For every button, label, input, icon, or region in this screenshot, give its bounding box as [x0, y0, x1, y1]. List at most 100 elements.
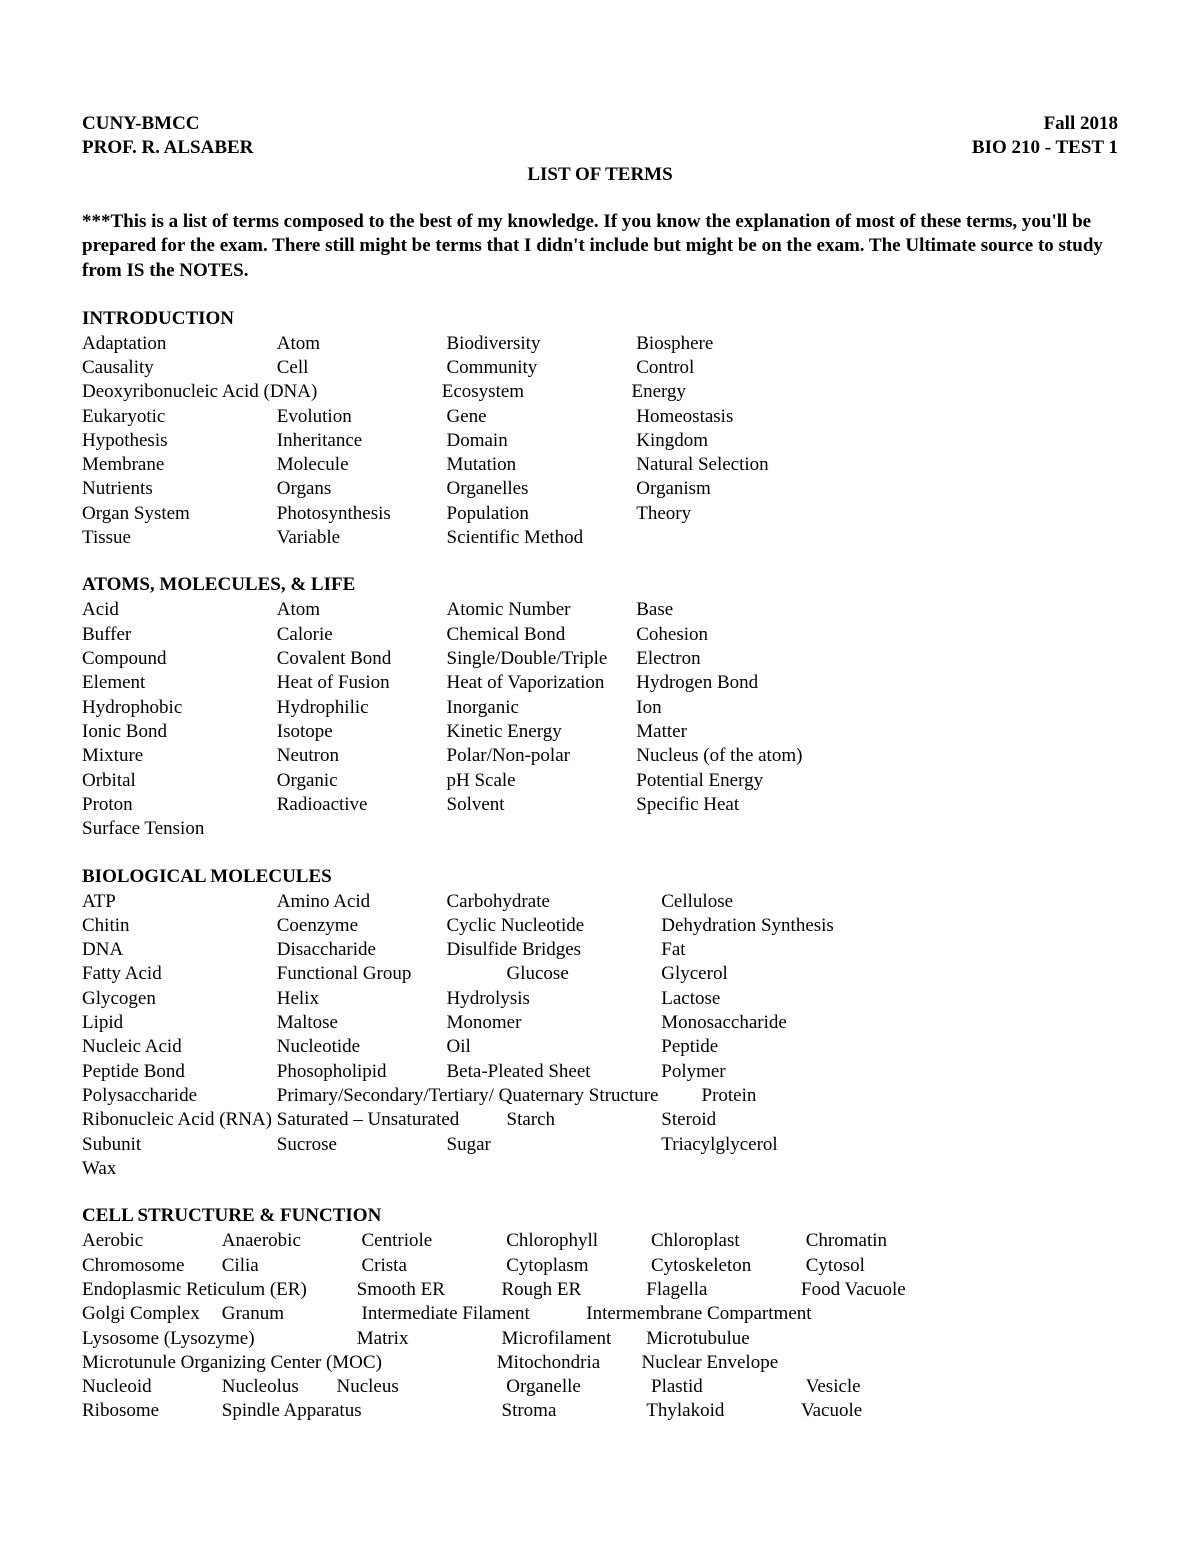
term: Organelles	[447, 477, 632, 501]
term: Chloroplast	[651, 1229, 801, 1253]
term: Matrix	[357, 1327, 497, 1351]
term: Compound	[82, 647, 272, 671]
term: Monomer	[447, 1011, 657, 1035]
term: Ribosome	[82, 1399, 217, 1423]
term: Maltose	[277, 1011, 442, 1035]
term: Gene	[447, 405, 632, 429]
term: Inorganic	[447, 696, 632, 720]
term: Carbohydrate	[447, 890, 657, 914]
term: Solvent	[447, 793, 632, 817]
term: Dehydration Synthesis	[661, 914, 834, 938]
term: Glycogen	[82, 987, 272, 1011]
term: Disaccharide	[277, 938, 442, 962]
term: Aerobic	[82, 1229, 217, 1253]
term: Starch	[507, 1108, 657, 1132]
term: Adaptation	[82, 332, 272, 356]
term: Cellulose	[661, 890, 733, 914]
term: Domain	[447, 429, 632, 453]
term: Element	[82, 671, 272, 695]
term: Phosopholipid	[277, 1060, 442, 1084]
term: Intermembrane Compartment	[586, 1302, 811, 1326]
term: Hypothesis	[82, 429, 272, 453]
term: Single/Double/Triple	[447, 647, 632, 671]
term: Polymer	[661, 1060, 725, 1084]
term: Protein	[702, 1084, 757, 1108]
term: Orbital	[82, 769, 272, 793]
term: Natural Selection	[636, 453, 768, 477]
term: Oil	[447, 1035, 657, 1059]
term: Glucose	[507, 962, 657, 986]
term: Smooth ER	[357, 1278, 497, 1302]
intro-note: ***This is a list of terms composed to t…	[82, 210, 1118, 284]
course-test: BIO 210 - TEST 1	[972, 136, 1118, 160]
term: Nucleus	[337, 1375, 502, 1399]
term: Food Vacuole	[801, 1278, 906, 1302]
term: Chitin	[82, 914, 272, 938]
term: Cyclic Nucleotide	[447, 914, 657, 938]
term: Deoxyribonucleic Acid (DNA)	[82, 380, 437, 404]
term: Matter	[636, 720, 687, 744]
term: Evolution	[277, 405, 442, 429]
term: Spindle Apparatus	[222, 1399, 497, 1423]
term: Hydrolysis	[447, 987, 657, 1011]
terms-list: ATP Amino Acid Carbohydrate Cellulose Ch…	[82, 890, 1118, 1182]
term: Cilia	[222, 1254, 357, 1278]
term: Peptide	[661, 1035, 718, 1059]
section-heading: BIOLOGICAL MOLECULES	[82, 866, 1118, 888]
term: Stroma	[502, 1399, 642, 1423]
term: Inheritance	[277, 429, 442, 453]
term: Organs	[277, 477, 442, 501]
term: Intermediate Filament	[362, 1302, 582, 1326]
semester: Fall 2018	[972, 112, 1118, 136]
term: Lactose	[661, 987, 720, 1011]
term: Chlorophyll	[506, 1229, 646, 1253]
term: Heat of Fusion	[277, 671, 442, 695]
term: Microtubulue	[646, 1327, 796, 1351]
term: Community	[447, 356, 632, 380]
term: Centriole	[362, 1229, 502, 1253]
term: Biodiversity	[447, 332, 632, 356]
term: Glycerol	[661, 962, 727, 986]
term: Ribonucleic Acid (RNA)	[82, 1108, 272, 1132]
term: Nucleoid	[82, 1375, 217, 1399]
term: DNA	[82, 938, 272, 962]
term: Thylakoid	[646, 1399, 796, 1423]
term: Covalent Bond	[277, 647, 442, 671]
term: Atom	[277, 598, 442, 622]
term: Sucrose	[277, 1133, 442, 1157]
term: Wax	[82, 1157, 272, 1181]
term: Steroid	[661, 1108, 716, 1132]
professor: PROF. R. ALSABER	[82, 136, 253, 160]
term: Nutrients	[82, 477, 272, 501]
term: Tissue	[82, 526, 272, 550]
term: Heat of Vaporization	[447, 671, 632, 695]
section-introduction: INTRODUCTION Adaptation Atom Biodiversit…	[82, 308, 1118, 551]
section-atoms: ATOMS, MOLECULES, & LIFE Acid Atom Atomi…	[82, 574, 1118, 841]
term: Coenzyme	[277, 914, 442, 938]
term: Lipid	[82, 1011, 272, 1035]
term: Mitochondria	[497, 1351, 637, 1375]
term: Rough ER	[502, 1278, 642, 1302]
term: Eukaryotic	[82, 405, 272, 429]
term: Hydrophobic	[82, 696, 272, 720]
term: Membrane	[82, 453, 272, 477]
term: Hydrogen Bond	[636, 671, 758, 695]
term: Organic	[277, 769, 442, 793]
term: Organ System	[82, 502, 272, 526]
term: Saturated – Unsaturated	[277, 1108, 502, 1132]
term: Radioactive	[277, 793, 442, 817]
term: Isotope	[277, 720, 442, 744]
page-title: LIST OF TERMS	[82, 164, 1118, 186]
term: Kinetic Energy	[447, 720, 632, 744]
term: Beta-Pleated Sheet	[447, 1060, 657, 1084]
term: Plastid	[651, 1375, 801, 1399]
term: Base	[636, 598, 673, 622]
term: Ecosystem	[442, 380, 627, 404]
term: Anaerobic	[222, 1229, 357, 1253]
term: Helix	[277, 987, 442, 1011]
term: Cytoplasm	[506, 1254, 646, 1278]
term: Ionic Bond	[82, 720, 272, 744]
term: Endoplasmic Reticulum (ER)	[82, 1278, 352, 1302]
term: Chromatin	[806, 1229, 887, 1253]
term: Variable	[277, 526, 442, 550]
